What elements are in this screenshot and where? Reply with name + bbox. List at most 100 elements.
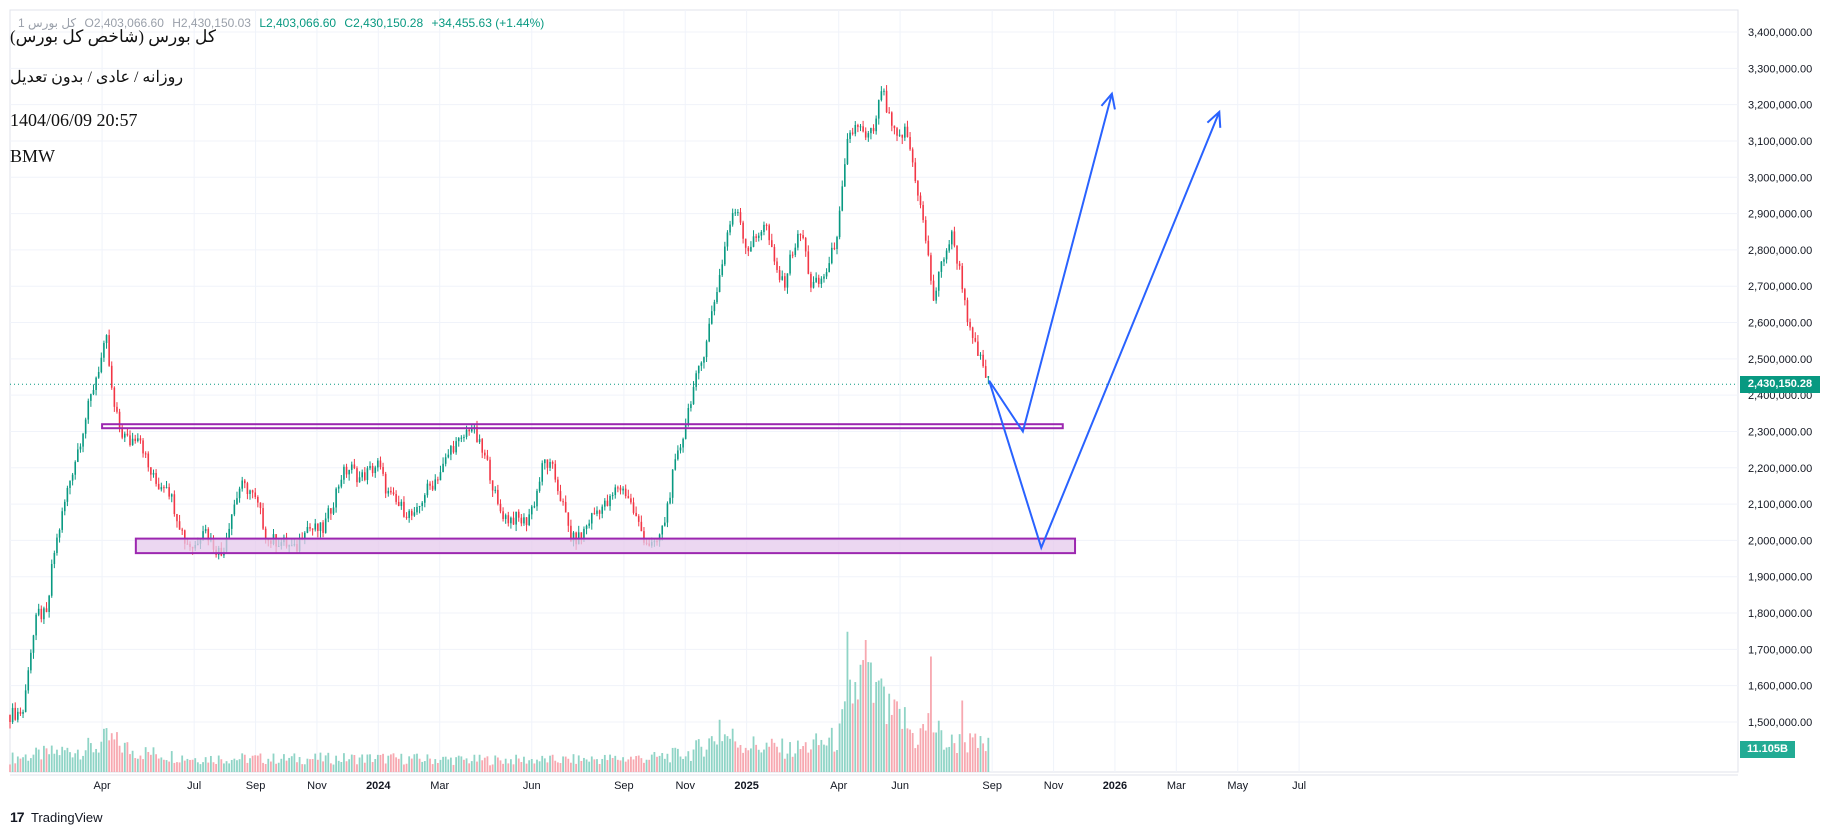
candle-body [374,467,377,474]
volume-bar [598,763,601,772]
volume-bar [786,753,789,772]
candle-body [450,446,452,455]
volume-bar [656,756,658,772]
volume-bar [523,756,525,772]
ohlc-change: +34,455.63 (+1.44%) [431,16,545,30]
volume-bar [958,734,961,772]
candle-body [11,707,14,722]
volume-bar [906,728,909,772]
candle-body [314,523,317,530]
candle-body [570,525,572,542]
candle-body [69,480,71,488]
candle-body [335,488,337,508]
volume-bar [747,750,750,772]
volume-bar [322,761,324,772]
volume-bar [520,762,523,772]
candle-body [637,516,640,522]
volume-bar [233,758,236,772]
volume-bar [812,739,815,772]
volume-bar [423,761,426,772]
volume-bar [389,754,392,772]
volume-bar [76,749,79,772]
candle-body [770,240,773,248]
volume-bar [828,737,831,772]
candle-body [979,354,982,356]
candle-body [30,652,32,671]
support-zone [134,537,1077,555]
volume-bar [165,760,168,772]
volume-bar [319,752,322,772]
candle-body [228,528,230,538]
volume-bar [710,736,713,772]
tradingview-brand[interactable]: 17 TradingView [10,809,103,825]
volume-bar [95,748,97,772]
volume-bar [371,762,374,772]
candle-body [173,494,176,515]
ohlc-header: کل بورس 1 O2,403,066.60 H2,430,150.03 L2… [18,16,549,30]
candle-body [924,220,927,241]
x-tick-label: Jun [523,780,541,792]
candle-body [763,224,765,232]
volume-bar [789,742,791,772]
volume-bar [436,762,439,772]
candle-body [937,271,940,291]
candle-body [791,254,794,256]
volume-bar [807,752,810,772]
volume-bar [27,760,30,772]
volume-bar [755,744,758,772]
candle-body [760,231,763,236]
candle-body [562,501,564,503]
candle-body [421,502,424,507]
candle-body [817,277,820,284]
volume-bar [196,762,199,772]
candle-body [444,457,447,464]
volume-bar [155,754,157,772]
volume-bar [483,757,486,772]
candle-body [752,236,755,247]
legend-datetime: 1404/06/09 20:57 [10,110,138,130]
volume-bar [249,758,251,772]
y-tick-label: 3,100,000.00 [1748,136,1812,148]
candle-body [116,406,118,412]
candle-body [643,531,645,543]
volume-bar [825,745,828,772]
volume-bar [136,758,139,772]
volume-bar [89,743,92,772]
ohlc-high: H2,430,150.03 [172,16,251,30]
candle-body [627,496,630,499]
candle-body [150,467,152,475]
candle-body [849,132,851,139]
volume-bar [935,732,938,772]
candle-body [317,523,319,531]
volume-bar [635,756,638,772]
candle-body [606,500,609,507]
volume-bar [194,758,197,772]
volume-bar [843,701,846,772]
volume-bar [679,756,682,772]
volume-bar [147,751,150,772]
candle-body [935,290,937,301]
volume-bar [332,764,335,772]
ohlc-open: O2,403,066.60 [84,16,164,30]
volume-bar [927,713,930,772]
volume-bar [178,762,181,772]
candle-body [622,488,624,491]
y-tick-label: 2,900,000.00 [1748,209,1812,221]
candle-body [79,446,82,450]
volume-bar [987,737,990,772]
volume-bar [379,754,382,772]
volume-bar [470,761,473,772]
candle-body [377,460,379,468]
volume-bar [303,764,306,772]
volume-bar [53,753,56,772]
candle-body [844,164,846,187]
volume-bar [849,679,851,772]
volume-bar [580,761,583,772]
volume-bar [979,736,982,772]
y-tick-label: 1,800,000.00 [1748,608,1812,620]
candle-body [139,438,142,441]
candle-body [943,259,945,262]
volume-bar [9,764,11,772]
candle-body [721,264,724,276]
